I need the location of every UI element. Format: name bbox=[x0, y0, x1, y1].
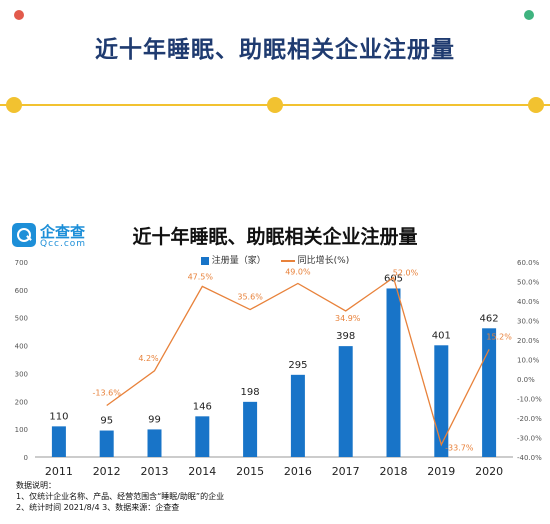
y-right-tick-label: 40.0% bbox=[517, 298, 540, 306]
bar-label-bg bbox=[476, 311, 502, 325]
bar-value-label: 95 bbox=[100, 416, 113, 427]
bar-2012 bbox=[99, 430, 114, 457]
y-right-tick-label: -40.0% bbox=[517, 454, 542, 462]
y-left-tick-label: 100 bbox=[15, 426, 28, 434]
notes-line-2: 2、统计时间 2021/8/4 3、数据来源：企查查 bbox=[16, 503, 180, 512]
data-notes: 数据说明： 1、仅统计企业名称、产品、经营范围含“睡眠/助眠”的企业 2、统计时… bbox=[16, 480, 224, 513]
legend-line-label: 同比增长(%) bbox=[297, 256, 350, 266]
bar-label-bg bbox=[189, 399, 216, 413]
x-tick-label: 2014 bbox=[188, 465, 216, 478]
bar-2014 bbox=[195, 416, 210, 457]
bar-2016 bbox=[290, 374, 305, 457]
x-tick-label: 2011 bbox=[45, 465, 73, 478]
bar-2019 bbox=[434, 345, 449, 457]
bar-value-label: 401 bbox=[432, 330, 451, 341]
y-left-tick-label: 500 bbox=[15, 315, 28, 323]
bar-label-bg bbox=[332, 329, 359, 343]
growth-value-label: 4.2% bbox=[138, 354, 159, 363]
bar-value-label: 398 bbox=[336, 331, 355, 342]
growth-value-label: 47.5% bbox=[188, 272, 214, 281]
bar-label-bg bbox=[145, 412, 164, 426]
x-tick-label: 2018 bbox=[380, 465, 408, 478]
y-left-tick-label: 0 bbox=[24, 454, 28, 462]
legend-line-swatch bbox=[280, 259, 295, 262]
bar-label-bg bbox=[97, 413, 117, 427]
bar-value-label: 295 bbox=[288, 360, 307, 371]
y-right-tick-label: 10.0% bbox=[517, 357, 540, 365]
bar-label-bg bbox=[46, 409, 72, 423]
growth-value-label: 34.9% bbox=[335, 314, 361, 323]
y-left-tick-label: 300 bbox=[15, 370, 28, 378]
y-left-tick-label: 400 bbox=[15, 343, 28, 351]
page-title: 近十年睡眠、助眠相关企业注册量 bbox=[95, 37, 455, 63]
y-right-tick-label: 60.0% bbox=[517, 259, 540, 267]
y-right-tick-label: 30.0% bbox=[517, 318, 540, 326]
corner-dot-top-right bbox=[524, 10, 534, 20]
x-tick-label: 2020 bbox=[475, 465, 503, 478]
bar-2013 bbox=[147, 429, 162, 457]
growth-value-label: 52.0% bbox=[393, 269, 419, 278]
header-divider-dot-left bbox=[6, 97, 22, 113]
y-right-tick-label: -20.0% bbox=[517, 415, 542, 423]
legend-bar-swatch bbox=[200, 256, 209, 265]
growth-value-label: -13.6% bbox=[93, 389, 122, 398]
bar-value-label: 146 bbox=[193, 401, 212, 412]
bar-value-label: 198 bbox=[241, 387, 260, 398]
chart-title: 近十年睡眠、助眠相关企业注册量 bbox=[132, 226, 418, 248]
growth-value-label: 15.2% bbox=[486, 332, 512, 341]
bar-value-label: 462 bbox=[480, 313, 499, 324]
y-right-tick-label: 0.0% bbox=[517, 376, 535, 384]
notes-heading: 数据说明： bbox=[16, 481, 56, 490]
growth-line bbox=[106, 276, 490, 447]
header-divider-dot-right bbox=[528, 97, 544, 113]
chart-legend: 注册量（家） 同比增长(%) bbox=[0, 253, 550, 266]
growth-value-label: 35.6% bbox=[237, 293, 263, 302]
bar-value-label: 110 bbox=[49, 411, 68, 422]
x-tick-label: 2017 bbox=[332, 465, 360, 478]
combo-chart: 0 100 200 300 400 500 600 700 -40.0% -30.0% -20.0%… bbox=[15, 259, 542, 478]
y-right-tick-label: -10.0% bbox=[517, 396, 542, 404]
search-logo-icon bbox=[12, 223, 36, 247]
logo-name: 企查查 bbox=[40, 223, 86, 241]
x-tick-label: 2016 bbox=[284, 465, 312, 478]
x-tick-label: 2012 bbox=[93, 465, 121, 478]
bar-2011 bbox=[51, 426, 66, 457]
bar-2020 bbox=[482, 328, 497, 457]
legend-bar-label: 注册量（家） bbox=[211, 256, 266, 266]
y-right-tick-label: -30.0% bbox=[517, 435, 542, 443]
x-tick-label: 2013 bbox=[141, 465, 169, 478]
x-tick-label: 2015 bbox=[236, 465, 264, 478]
y-left-tick-label: 600 bbox=[15, 287, 28, 295]
bar-label-bg bbox=[285, 357, 311, 371]
header-divider-dot-center bbox=[267, 97, 283, 113]
x-tick-label: 2019 bbox=[427, 465, 455, 478]
bar-label-bg bbox=[428, 328, 455, 342]
logo-domain: Qcc.com bbox=[40, 239, 87, 249]
y-right-tick-label: 20.0% bbox=[517, 337, 540, 345]
corner-dot-top-left bbox=[14, 10, 24, 20]
y-right-tick-label: 50.0% bbox=[517, 279, 540, 287]
bar-2018 bbox=[386, 288, 401, 457]
y-left-tick-label: 200 bbox=[15, 398, 28, 406]
bar-2017 bbox=[338, 346, 353, 457]
notes-line-1: 1、仅统计企业名称、产品、经营范围含“睡眠/助眠”的企业 bbox=[16, 492, 225, 501]
growth-value-label: 49.0% bbox=[285, 267, 311, 276]
growth-value-label: -33.7% bbox=[445, 444, 474, 453]
bar-2015 bbox=[243, 401, 258, 457]
y-left-tick-label: 700 bbox=[15, 259, 28, 267]
bar-value-label: 99 bbox=[148, 414, 161, 425]
bar-label-bg bbox=[237, 384, 263, 398]
